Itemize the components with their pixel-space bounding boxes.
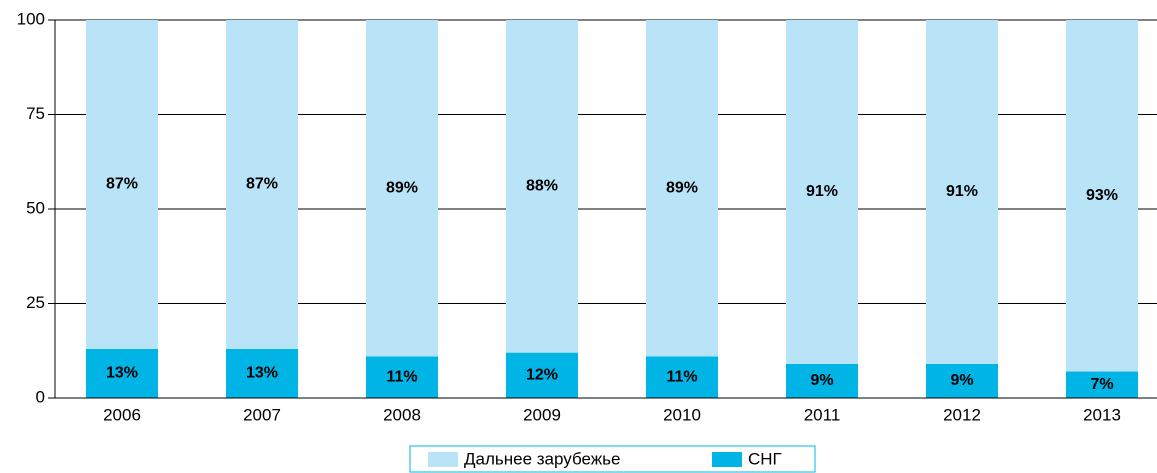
data-label: 13% — [246, 365, 278, 382]
data-label: 13% — [106, 365, 138, 382]
data-label: 87% — [106, 176, 138, 193]
y-tick-label: 100 — [17, 9, 45, 28]
bar-segment — [926, 20, 998, 364]
data-label: 11% — [386, 368, 417, 385]
bar-segment — [226, 348, 298, 398]
data-label: 87% — [246, 176, 278, 193]
legend-swatch — [428, 452, 458, 467]
bar-segment — [786, 20, 858, 364]
data-label: 91% — [806, 183, 838, 200]
y-tick-label: 25 — [26, 293, 45, 312]
bar-segment — [366, 356, 438, 398]
legend-label: Дальнее зарубежье — [464, 449, 620, 468]
bar-segment — [226, 20, 298, 349]
x-tick-label: 2012 — [943, 405, 981, 424]
x-tick-label: 2010 — [663, 405, 701, 424]
bar-segment — [646, 356, 718, 398]
legend-box — [409, 445, 816, 473]
bar-segment — [1066, 20, 1138, 372]
bar-segment — [506, 20, 578, 353]
data-label: 88% — [526, 178, 558, 195]
x-tick-label: 2011 — [804, 405, 841, 424]
bar-segment — [86, 20, 158, 349]
data-label: 9% — [810, 372, 833, 389]
x-tick-label: 2009 — [523, 405, 561, 424]
x-tick-label: 2007 — [243, 405, 281, 424]
data-label: 12% — [526, 367, 558, 384]
data-label: 7% — [1090, 376, 1113, 393]
x-tick-label: 2013 — [1083, 405, 1121, 424]
legend-label: СНГ — [748, 449, 782, 468]
data-label: 11% — [666, 368, 697, 385]
x-tick-label: 2006 — [103, 405, 141, 424]
bar-segment — [926, 363, 998, 398]
data-label: 89% — [386, 179, 418, 196]
data-label: 93% — [1086, 187, 1118, 204]
y-tick-label: 75 — [26, 104, 45, 123]
legend-swatch — [712, 452, 742, 467]
y-tick-label: 50 — [26, 198, 45, 217]
x-tick-label: 2008 — [383, 405, 421, 424]
bar-segment — [366, 20, 438, 357]
bar-segment — [646, 20, 718, 357]
bar-segment — [86, 348, 158, 398]
data-label: 89% — [666, 179, 698, 196]
data-label: 9% — [950, 372, 973, 389]
bar-segment — [786, 363, 858, 398]
bar-segment — [1066, 371, 1138, 398]
data-label: 91% — [946, 183, 978, 200]
y-tick-label: 0 — [36, 387, 45, 406]
bar-segment — [506, 352, 578, 398]
